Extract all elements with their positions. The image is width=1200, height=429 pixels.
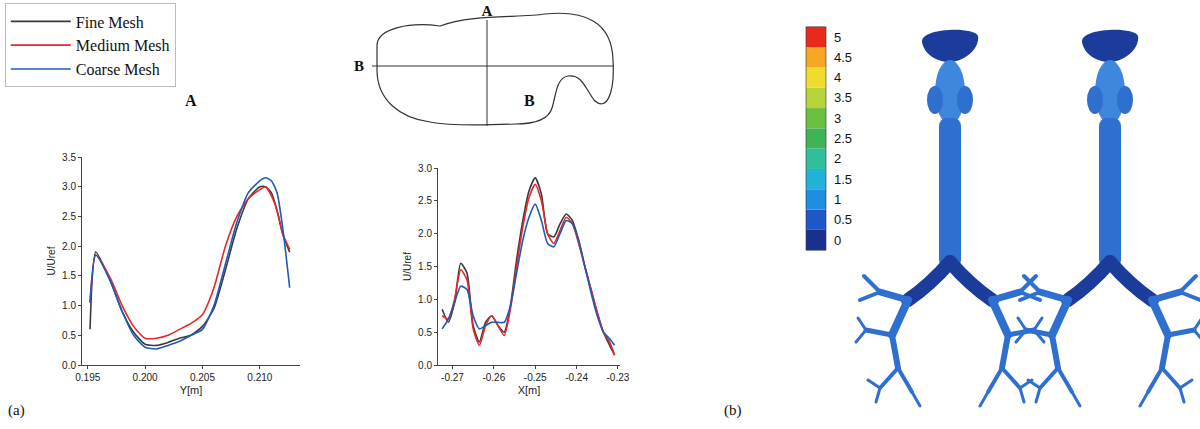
svg-text:3: 3: [834, 111, 841, 126]
svg-text:4: 4: [834, 70, 841, 85]
svg-text:(b): (b): [724, 402, 742, 419]
svg-text:A: A: [185, 92, 197, 109]
svg-text:U/Uref: U/Uref: [402, 252, 413, 281]
svg-text:-0.26: -0.26: [482, 372, 505, 383]
svg-text:0: 0: [834, 233, 841, 248]
svg-text:3.5: 3.5: [62, 152, 76, 163]
svg-text:1.5: 1.5: [418, 261, 432, 272]
svg-text:0.195: 0.195: [75, 372, 100, 383]
svg-text:Fine Mesh: Fine Mesh: [76, 14, 144, 31]
svg-text:Medium Mesh: Medium Mesh: [76, 37, 170, 54]
svg-text:3.5: 3.5: [834, 90, 852, 105]
svg-text:Coarse Mesh: Coarse Mesh: [76, 61, 160, 78]
svg-text:0.5: 0.5: [62, 330, 76, 341]
svg-text:A: A: [482, 3, 493, 19]
svg-text:-0.27: -0.27: [441, 372, 464, 383]
svg-text:2.5: 2.5: [62, 211, 76, 222]
svg-text:0.0: 0.0: [418, 360, 432, 371]
svg-text:-0.23: -0.23: [607, 372, 630, 383]
svg-text:2.0: 2.0: [62, 241, 76, 252]
svg-text:B: B: [354, 58, 364, 74]
svg-text:1.5: 1.5: [62, 270, 76, 281]
svg-text:-0.25: -0.25: [524, 372, 547, 383]
svg-text:0.210: 0.210: [247, 372, 272, 383]
svg-text:2.5: 2.5: [834, 131, 852, 146]
svg-text:1: 1: [834, 192, 841, 207]
svg-text:0.5: 0.5: [834, 212, 852, 227]
svg-text:0.5: 0.5: [418, 327, 432, 338]
svg-text:U/Uref: U/Uref: [46, 246, 57, 275]
svg-text:2.0: 2.0: [418, 228, 432, 239]
svg-text:0.200: 0.200: [133, 372, 158, 383]
svg-text:B: B: [524, 92, 535, 109]
svg-text:X[m]: X[m]: [518, 384, 541, 396]
svg-text:-0.24: -0.24: [565, 372, 588, 383]
svg-text:3.0: 3.0: [62, 181, 76, 192]
svg-text:0.205: 0.205: [190, 372, 215, 383]
svg-text:2.5: 2.5: [418, 195, 432, 206]
svg-text:2: 2: [834, 151, 841, 166]
svg-text:5: 5: [834, 30, 841, 45]
svg-text:3.0: 3.0: [418, 163, 432, 174]
svg-text:(a): (a): [8, 402, 25, 419]
svg-text:0.0: 0.0: [62, 360, 76, 371]
svg-text:Y[m]: Y[m]: [180, 384, 203, 396]
svg-text:1.5: 1.5: [834, 172, 852, 187]
svg-text:4.5: 4.5: [834, 50, 852, 65]
svg-text:1.0: 1.0: [418, 294, 432, 305]
svg-text:1.0: 1.0: [62, 300, 76, 311]
